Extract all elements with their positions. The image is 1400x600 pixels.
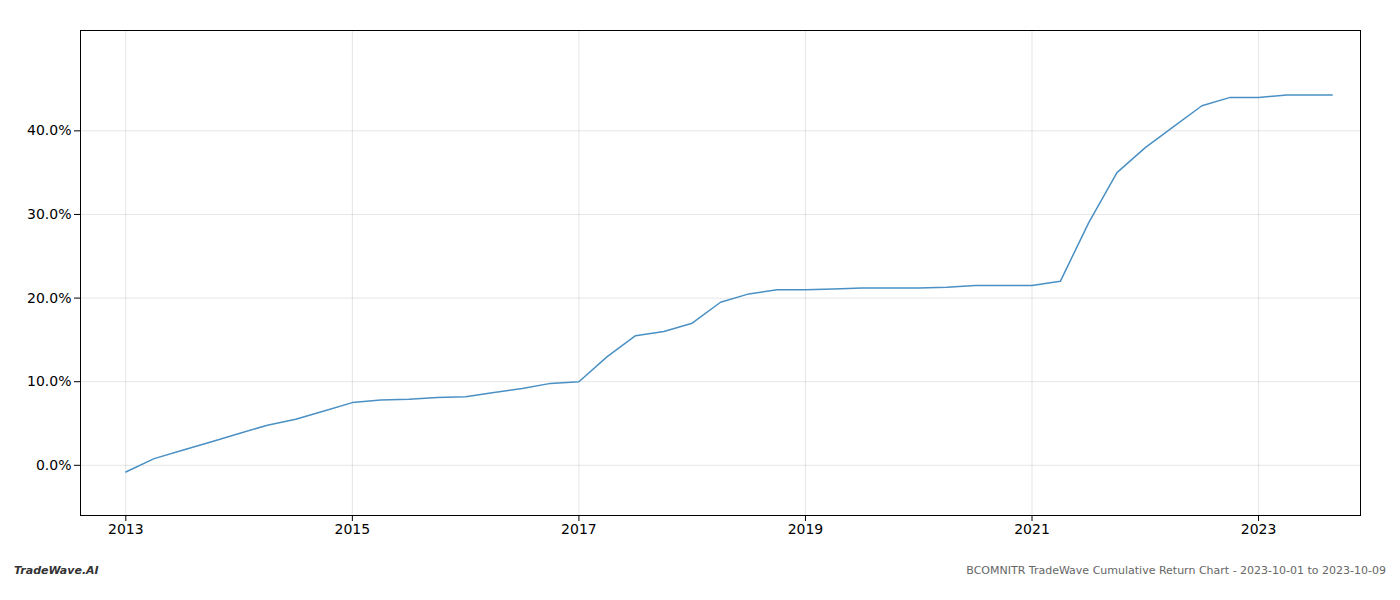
svg-text:20.0%: 20.0%: [27, 290, 71, 306]
svg-text:2023: 2023: [1241, 521, 1277, 537]
html-text:BCOMNITR TradeWave Cumulative: BCOMNITR TradeWave Cumulative Return Cha…: [966, 564, 1386, 577]
svg-text:2015: 2015: [335, 521, 371, 537]
html-text:TradeWave.AI: TradeWave.AI: [14, 564, 99, 577]
svg-text:2019: 2019: [788, 521, 824, 537]
svg-text:40.0%: 40.0%: [27, 122, 71, 138]
svg-text:2017: 2017: [561, 521, 597, 537]
svg-text:0.0%: 0.0%: [36, 457, 72, 473]
svg-text:30.0%: 30.0%: [27, 206, 71, 222]
svg-text:10.0%: 10.0%: [27, 373, 71, 389]
svg-text:2013: 2013: [108, 521, 144, 537]
svg-text:2021: 2021: [1014, 521, 1050, 537]
